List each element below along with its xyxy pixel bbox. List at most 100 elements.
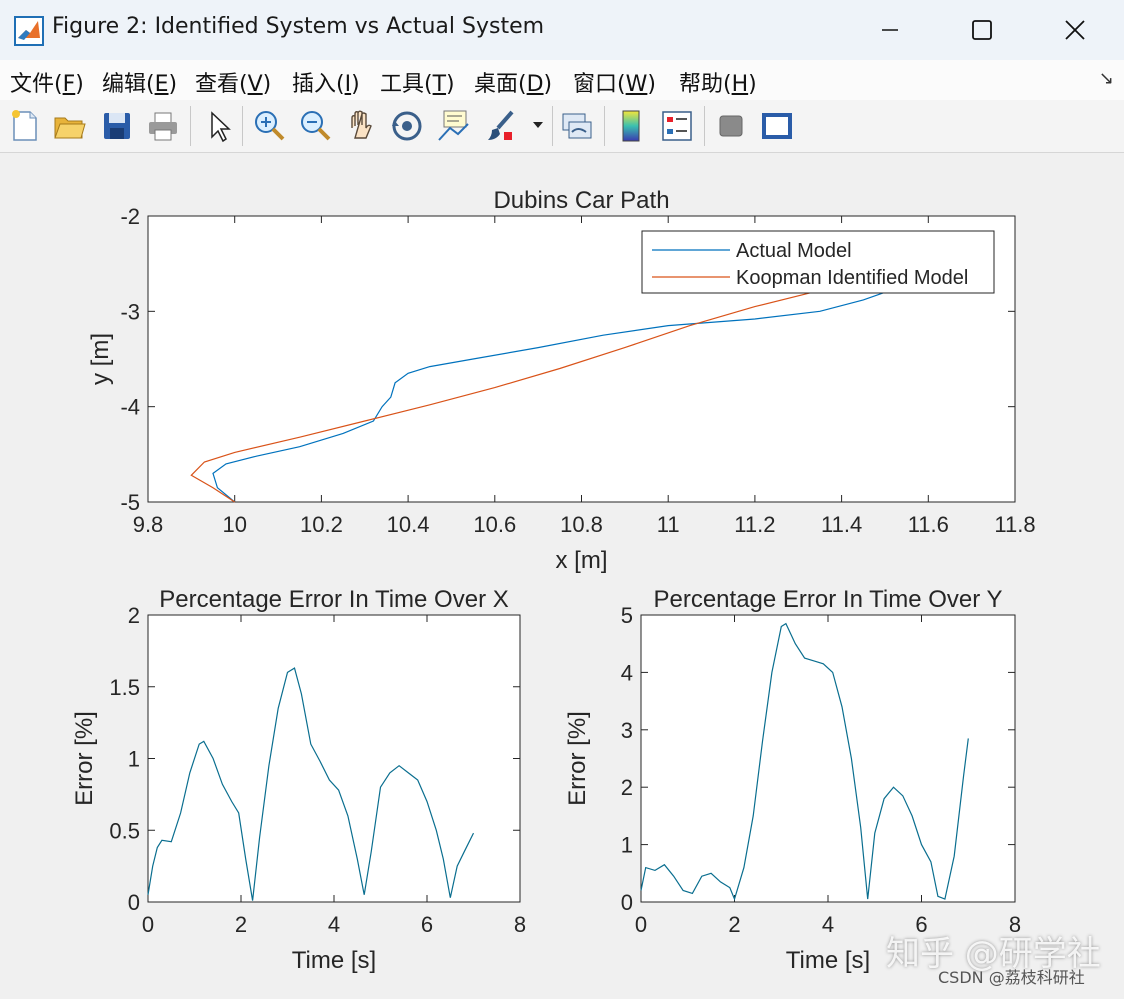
close-icon — [1065, 20, 1085, 40]
y-tick-label: 1 — [128, 747, 140, 772]
chart-title: Dubins Car Path — [493, 187, 669, 214]
x-tick-label: 10.6 — [473, 512, 516, 537]
show-plot-tools-icon[interactable] — [760, 108, 794, 144]
zoom-out-icon[interactable] — [298, 108, 332, 144]
minimize-icon — [882, 29, 898, 31]
brush-dropdown-icon[interactable] — [532, 120, 544, 130]
maximize-icon — [972, 20, 992, 40]
y-tick-label: 3 — [621, 718, 633, 743]
menu-item-i[interactable]: 插入(I) — [292, 72, 360, 97]
toolbar-separator — [190, 106, 191, 146]
x-tick-label: 11.6 — [908, 512, 949, 537]
y-tick-label: 2 — [621, 775, 633, 800]
x-tick-label: 11 — [657, 512, 680, 537]
x-tick-label: 2 — [728, 912, 740, 937]
x-tick-label: 8 — [1009, 912, 1021, 937]
menu-item-t[interactable]: 工具(T) — [380, 72, 455, 97]
x-axis-label: Time [s] — [786, 947, 870, 974]
y-tick-label: -3 — [120, 299, 140, 324]
watermark-sub: CSDN @荔枝科研社 — [938, 968, 1085, 987]
y-axis-label: Error [%] — [71, 711, 98, 806]
menu-item-h[interactable]: 帮助(H) — [679, 72, 757, 97]
close-button[interactable] — [1045, 8, 1105, 52]
plots-svg: 9.8 10 10.2 10.4 10.6 10.8 11 11.2 11.4 11.6 11.8-… — [71, 187, 1036, 974]
figure-canvas[interactable]: 9.8 10 10.2 10.4 10.6 10.8 11 11.2 11.4 11.6 11.8-… — [0, 153, 1124, 995]
y-tick-label: 1.5 — [109, 675, 140, 700]
x-tick-label: 9.8 — [133, 512, 164, 537]
link-plot-icon[interactable] — [560, 108, 594, 144]
y-axis-label: Error [%] — [564, 711, 591, 806]
y-tick-label: 1 — [621, 833, 633, 858]
matlab-logo-icon — [14, 16, 44, 46]
hide-plot-tools-icon[interactable] — [714, 108, 748, 144]
axes-box-1 — [147, 614, 521, 903]
x-axis-label: Time [s] — [292, 947, 376, 974]
x-tick-label: 11.4 — [821, 512, 862, 537]
y-tick-label: 4 — [621, 660, 633, 685]
open-file-icon[interactable] — [52, 108, 86, 144]
x-tick-label: 6 — [421, 912, 433, 937]
x-tick-label: 4 — [328, 912, 340, 937]
legend-entry: Actual Model — [736, 240, 852, 262]
series-line-0-0 — [212, 291, 886, 503]
new-figure-icon[interactable] — [8, 108, 42, 144]
x-axis-label: x [m] — [556, 547, 608, 574]
legend-box — [641, 230, 995, 294]
y-tick-label: 2 — [128, 603, 140, 628]
legend-icon[interactable] — [660, 108, 694, 144]
maximize-button[interactable] — [952, 8, 1012, 52]
colorbar-icon[interactable] — [614, 108, 648, 144]
toolbar-separator — [552, 106, 553, 146]
chart-title: Percentage Error In Time Over X — [159, 586, 508, 613]
save-icon[interactable] — [100, 108, 134, 144]
y-tick-label: 0 — [128, 890, 140, 915]
legend-entry: Koopman Identified Model — [736, 267, 968, 289]
title-bar[interactable]: Figure 2: Identified System vs Actual Sy… — [0, 0, 1124, 60]
toolbar-separator — [704, 106, 705, 146]
y-axis-label: y [m] — [87, 333, 114, 385]
menu-bar: 文件(F) 编辑(E) 查看(V) 插入(I) 工具(T) 桌面(D) 窗口(W) 帮助(H)… — [0, 60, 1124, 101]
watermark: 知乎 @研学社 — [886, 934, 1101, 974]
figure-toolbar — [0, 100, 1124, 153]
menu-item-v[interactable]: 查看(V) — [195, 72, 272, 97]
dock-arrow-icon[interactable]: ↘ — [1098, 68, 1114, 89]
chart-title: Percentage Error In Time Over Y — [653, 586, 1002, 613]
x-tick-label: 11.2 — [734, 512, 775, 537]
y-tick-label: 5 — [621, 603, 633, 628]
data-cursor-icon[interactable] — [436, 108, 470, 144]
x-tick-label: 6 — [915, 912, 927, 937]
series-line-1-0 — [147, 667, 475, 901]
minimize-button[interactable] — [860, 8, 920, 52]
x-tick-label: 4 — [822, 912, 834, 937]
series-line-2-0 — [640, 622, 969, 901]
y-tick-label: -5 — [120, 490, 140, 515]
x-tick-label: 10.4 — [387, 512, 430, 537]
x-tick-label: 11.8 — [994, 512, 1035, 537]
y-tick-label: 0 — [621, 890, 633, 915]
window-title: Figure 2: Identified System vs Actual Sy… — [52, 14, 545, 39]
x-tick-label: 8 — [514, 912, 526, 937]
toolbar-separator — [242, 106, 243, 146]
x-tick-label: 10 — [222, 512, 246, 537]
x-tick-label: 0 — [142, 912, 154, 937]
x-tick-label: 10.2 — [300, 512, 343, 537]
select-arrow-icon[interactable] — [202, 108, 236, 144]
brush-icon[interactable] — [484, 108, 518, 144]
rotate-3d-icon[interactable] — [390, 108, 424, 144]
y-tick-label: 0.5 — [109, 818, 140, 843]
menu-item-w[interactable]: 窗口(W) — [573, 72, 656, 97]
toolbar-separator — [604, 106, 605, 146]
print-icon[interactable] — [146, 108, 180, 144]
menu-item-f[interactable]: 文件(F) — [10, 72, 84, 97]
y-tick-label: -2 — [120, 204, 140, 229]
menu-item-e[interactable]: 编辑(E) — [102, 72, 178, 97]
y-tick-label: -4 — [120, 395, 140, 420]
zoom-in-icon[interactable] — [252, 108, 286, 144]
pan-hand-icon[interactable] — [344, 108, 378, 144]
x-tick-label: 2 — [235, 912, 247, 937]
series-line-0-1 — [190, 289, 821, 503]
x-tick-label: 0 — [635, 912, 647, 937]
x-tick-label: 10.8 — [560, 512, 603, 537]
menu-item-d[interactable]: 桌面(D) — [474, 72, 553, 97]
